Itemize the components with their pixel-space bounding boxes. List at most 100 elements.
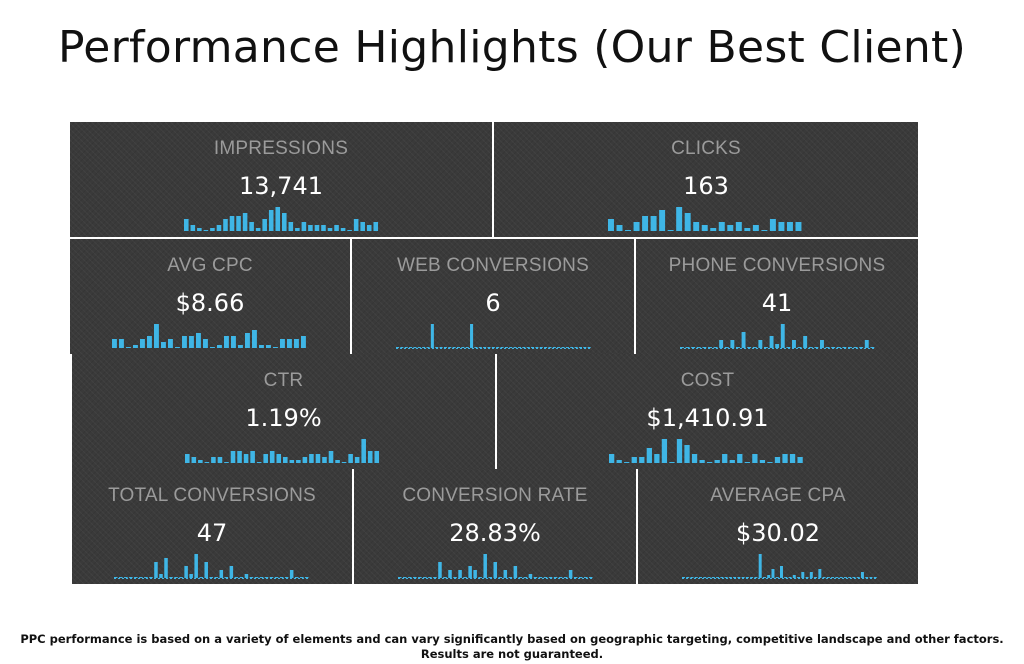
sparkline-bar <box>197 228 202 231</box>
sparkline-bar <box>252 330 257 348</box>
kpi-row-1: IMPRESSIONS 13,741 CLICKS 163 <box>70 122 918 237</box>
sparkline-bar <box>487 347 491 348</box>
sparkline-bar <box>708 347 712 348</box>
sparkline-bar <box>786 222 793 231</box>
kpi-tile-total-conversions: TOTAL CONVERSIONS 47 <box>72 469 352 584</box>
sparkline-bar <box>245 333 250 348</box>
sparkline-bar <box>283 457 288 463</box>
sparkline-bar <box>752 347 757 348</box>
sparkline-bar <box>423 577 427 578</box>
sparkline-bar <box>526 347 530 348</box>
sparkline-bar <box>483 554 487 578</box>
sparkline-bar <box>483 347 487 348</box>
sparkline-bar <box>808 347 813 348</box>
sparkline-bar <box>552 347 556 348</box>
sparkline-bar <box>513 566 518 578</box>
sparkline-bar <box>801 572 805 578</box>
sparkline-bar <box>417 347 421 348</box>
sparkline-bar <box>491 347 495 348</box>
kpi-value: $30.02 <box>736 519 820 547</box>
sparkline-bar <box>680 347 684 348</box>
sparkline-bar <box>676 439 683 463</box>
sparkline-bar <box>786 347 791 348</box>
kpi-value: 6 <box>485 289 501 317</box>
sparkline-bar <box>296 460 301 463</box>
sparkline-svg <box>396 324 592 349</box>
sparkline-bar <box>836 347 841 348</box>
kpi-label: AVG CPC <box>167 255 253 276</box>
sparkline-bar <box>684 445 690 463</box>
sparkline-bar <box>209 577 214 578</box>
sparkline-bar <box>216 225 222 231</box>
sparkline-bar <box>470 324 474 348</box>
sparkline-bar <box>413 347 417 348</box>
kpi-tile-avg-cpc: AVG CPC $8.66 <box>70 239 350 354</box>
sparkline-bar <box>428 577 432 578</box>
sparkline-bar <box>631 457 637 463</box>
sparkline-bar <box>229 216 235 231</box>
sparkline-bar <box>266 345 271 348</box>
sparkline-bar <box>254 577 259 578</box>
sparkline-bar <box>646 448 652 463</box>
kpi-value: 13,741 <box>239 172 323 200</box>
sparkline-bar <box>168 339 173 348</box>
sparkline-bar <box>478 347 482 348</box>
sparkline-bar <box>771 569 775 578</box>
sparkline-bar <box>280 339 285 348</box>
sparkline-bar <box>473 570 477 578</box>
sparkline-bar <box>435 347 439 348</box>
sparkline-bar <box>523 577 528 578</box>
sparkline-bar <box>691 347 696 348</box>
sparkline-bar <box>809 572 813 578</box>
kpi-tile-phone-conversions: PHONE CONVERSIONS 41 <box>636 239 918 354</box>
sparkline-bar <box>327 228 333 231</box>
sparkline-bar <box>373 222 379 231</box>
sparkline-svg <box>114 554 310 579</box>
sparkline-bar <box>852 577 856 578</box>
sparkline-bar <box>175 347 180 348</box>
sparkline-bar <box>682 577 685 578</box>
sparkline-bar <box>764 347 768 348</box>
sparkline-bar <box>294 577 299 578</box>
sparkline-bar <box>820 340 824 348</box>
sparkline-bar <box>818 569 822 578</box>
sparkline-bar <box>299 577 304 578</box>
sparkline-bar <box>374 451 380 463</box>
sparkline-bar <box>744 462 750 463</box>
sparkline-bar <box>398 577 402 578</box>
sparkline-bar <box>522 347 526 348</box>
sparkline-bar <box>741 577 745 578</box>
sparkline-bar <box>650 216 657 231</box>
sparkline-bar <box>456 347 461 348</box>
sparkline-bar <box>616 460 622 463</box>
kpi-tile-clicks: CLICKS 163 <box>494 122 918 237</box>
sparkline-bar <box>563 577 568 578</box>
sparkline-bar <box>686 577 690 578</box>
sparkline-bar <box>848 577 852 578</box>
sparkline-bar <box>869 577 873 578</box>
sparkline-bar <box>558 577 563 578</box>
sparkline-svg <box>398 554 594 579</box>
sparkline-bar <box>164 558 168 578</box>
sparkline-bar <box>194 554 198 578</box>
sparkline-bar <box>574 347 578 348</box>
sparkline-bar <box>696 347 701 348</box>
sparkline-bar <box>282 213 287 231</box>
sparkline-bar <box>133 345 138 348</box>
sparkline-bar <box>778 222 785 231</box>
sparkline-bar <box>269 451 275 463</box>
sparkline-bar <box>409 347 413 348</box>
sparkline-bar <box>747 347 752 348</box>
sparkline-bar <box>453 577 457 578</box>
sparkline-bar <box>418 577 422 578</box>
kpi-value: 41 <box>761 289 793 317</box>
sparkline-bar <box>711 577 715 578</box>
sparkline-bar <box>737 454 743 463</box>
sparkline-bar <box>119 339 124 348</box>
sparkline-bar <box>661 439 668 463</box>
sparkline-bar <box>744 228 751 231</box>
sparkline-bar <box>553 577 558 578</box>
sparkline-bar <box>693 222 700 231</box>
sparkline-chart <box>682 550 878 584</box>
sparkline-bar <box>119 577 123 578</box>
